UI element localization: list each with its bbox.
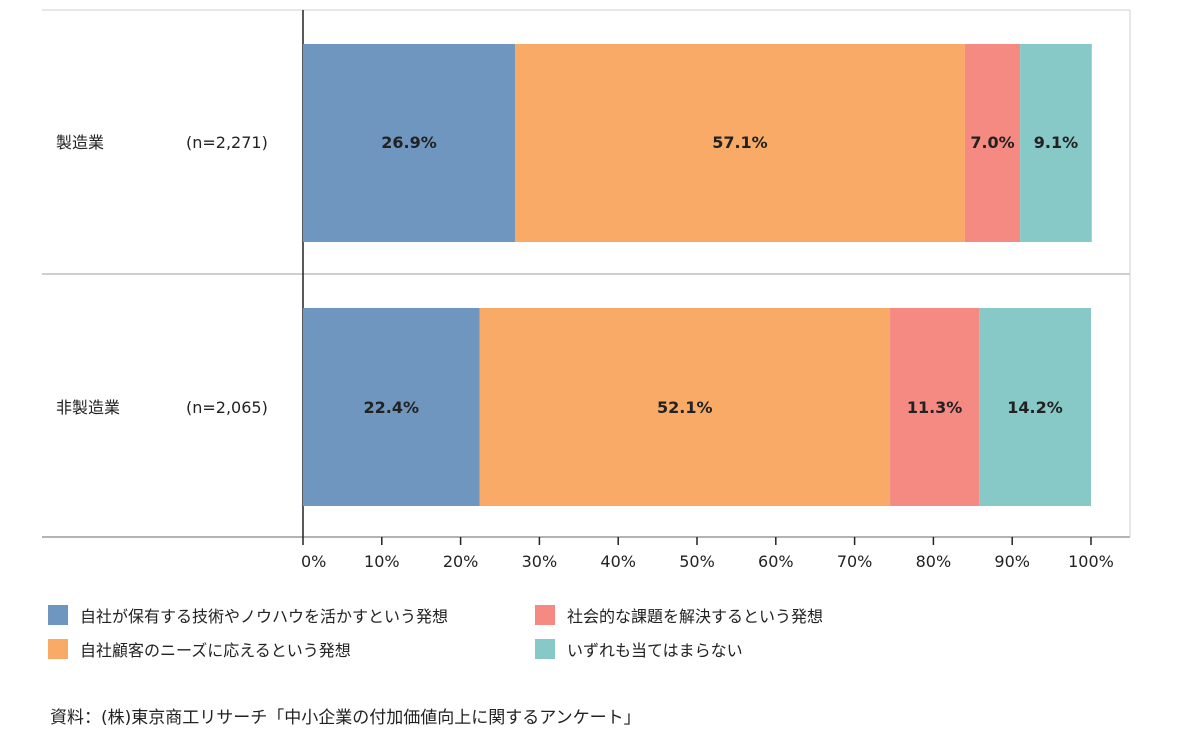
category-label-2: 非製造業 (56, 398, 120, 417)
legend-label-1: 自社が保有する技術やノウハウを活かすという発想 (80, 607, 449, 626)
x-tick-label-7: 70% (837, 552, 873, 571)
source-note: 資料：(株)東京商工リサーチ「中小企業の付加価値向上に関するアンケート」 (50, 708, 641, 728)
x-tick-label-5: 50% (679, 552, 715, 571)
data-label-2-2: 52.1% (657, 398, 713, 417)
data-label-2-1: 22.4% (363, 398, 419, 417)
data-label-2-4: 14.2% (1007, 398, 1063, 417)
bar-1-3 (964, 44, 1021, 242)
x-tick-label-6: 60% (758, 552, 794, 571)
data-label-1-4: 9.1% (1034, 133, 1078, 152)
legend-label-4: いずれも当てはまらない (567, 641, 743, 660)
bar-2-3 (890, 308, 980, 506)
legend-swatch-2 (48, 639, 68, 659)
bar-1-2 (514, 44, 965, 242)
x-tick-label-1: 10% (364, 552, 400, 571)
chart-labels: 製造業 (n=2,271) 26.9% 57.1% 7.0% 9.1% 非製造業 (n=2,0… (56, 133, 1078, 417)
legend-item-4: いずれも当てはまらない (535, 637, 743, 661)
data-label-1-2: 57.1% (712, 133, 768, 152)
bar-1-1 (303, 44, 515, 242)
x-tick-label-8: 80% (916, 552, 952, 571)
x-tick-label-0: 0% (301, 552, 326, 571)
legend-swatch-3 (535, 605, 555, 625)
data-label-1-1: 26.9% (381, 133, 437, 152)
x-tick-label-3: 30% (522, 552, 558, 571)
legend: 自社が保有する技術やノウハウを活かすという発想 自社顧客のニーズに応えるという発… (48, 603, 948, 663)
category-label-1: 製造業 (56, 133, 104, 152)
legend-swatch-1 (48, 605, 68, 625)
x-tick-label-2: 20% (443, 552, 479, 571)
data-label-1-3: 7.0% (970, 133, 1014, 152)
x-tick-label-9: 90% (994, 552, 1030, 571)
x-axis: 0% 10% 20% 30% 40% 50% 60% 70% 80% 90% 100% (301, 537, 1114, 571)
bar-1-4 (1020, 44, 1092, 242)
bar-2-1 (303, 308, 480, 506)
bar-2-4 (979, 308, 1091, 506)
sample-size-label-2: (n=2,065) (186, 398, 268, 417)
chart-bars (303, 44, 1092, 506)
x-tick-label-4: 40% (600, 552, 636, 571)
legend-label-3: 社会的な課題を解決するという発想 (567, 607, 824, 626)
legend-label-2: 自社顧客のニーズに応えるという発想 (80, 641, 351, 660)
x-tick-label-10: 100% (1068, 552, 1114, 571)
sample-size-label-1: (n=2,271) (186, 133, 268, 152)
legend-item-2: 自社顧客のニーズに応えるという発想 (48, 637, 351, 661)
bar-2-2 (479, 308, 891, 506)
data-label-2-3: 11.3% (907, 398, 963, 417)
legend-item-1: 自社が保有する技術やノウハウを活かすという発想 (48, 603, 448, 627)
legend-swatch-4 (535, 639, 555, 659)
legend-item-3: 社会的な課題を解決するという発想 (535, 603, 823, 627)
